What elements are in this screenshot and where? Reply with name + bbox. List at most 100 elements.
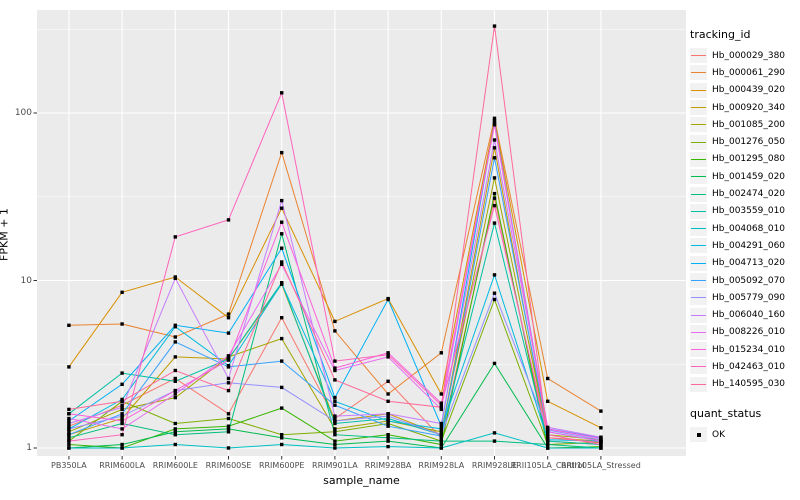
x-axis-title: sample_name [323,474,400,487]
legend-entry-ok: OK [690,426,798,443]
data-point [439,446,443,450]
data-point [226,218,231,222]
data-point [546,433,550,437]
data-point [386,297,390,302]
data-point [333,366,337,370]
data-point [386,424,390,428]
data-point [67,430,71,434]
data-point [120,322,124,326]
data-point [67,365,71,369]
data-point [280,442,284,447]
x-tick-label-PB350LA: PB350LA [51,461,87,470]
data-point [386,414,390,418]
data-point [67,433,71,437]
data-point [280,150,284,155]
data-point [333,419,337,423]
y-axis-title: FPKM + 1 [0,208,11,261]
data-point [280,206,284,210]
data-point [439,427,443,431]
data-point [333,439,337,443]
data-point [386,399,390,403]
legend-entry-Hb_003559_010: Hb_003559_010 [690,203,798,220]
legend-entry-label: Hb_006040_160 [712,310,786,321]
data-point [280,359,284,363]
legend-entry-Hb_004713_020: Hb_004713_020 [690,255,798,272]
data-point [67,436,71,440]
data-point [439,442,443,447]
data-point [333,403,337,407]
data-point [386,379,390,383]
data-point [492,291,497,295]
legend-entry-Hb_001295_080: Hb_001295_080 [690,151,798,168]
panel-background [37,10,686,456]
data-point [492,156,497,160]
legend-entry-Hb_001459_020: Hb_001459_020 [690,168,798,185]
x-tick-label-RRIM901LA: RRIM901LA [312,461,358,470]
data-point [386,416,390,421]
data-point [333,433,337,437]
legend-entry-label: Hb_005779_090 [712,292,786,303]
data-point [439,424,443,428]
legend-entry-label: Hb_001085_200 [712,119,786,130]
legend-line-icon [691,331,706,333]
data-point [226,427,231,431]
data-point [173,335,177,339]
data-point [67,323,71,327]
data-point [386,419,390,423]
data-point [67,427,71,431]
data-point [386,433,390,437]
data-point [120,399,124,403]
data-point [120,290,124,294]
data-point [280,198,284,203]
data-point [280,232,284,236]
legend-entry-Hb_000029_380: Hb_000029_380 [690,47,798,64]
legend-entry-label: Hb_140595_030 [712,379,786,390]
data-point [120,446,124,450]
data-point [120,416,124,421]
data-point [492,138,497,142]
data-point [492,203,497,208]
legend-entry-label: Hb_042463_010 [712,361,786,372]
legend-line-icon [691,124,706,126]
data-point [492,361,497,366]
data-point [226,381,231,385]
data-point [333,395,337,400]
data-point [173,395,177,400]
data-point [386,444,390,449]
data-point [492,191,497,196]
legend-line-icon [691,210,706,212]
legend-line-icon [691,383,706,385]
data-point [492,116,497,120]
data-point [386,439,390,443]
legend-key-box [690,376,707,392]
data-point [173,388,177,393]
data-point [546,399,550,403]
legend-entry-Hb_000439_020: Hb_000439_020 [690,82,798,99]
data-point [226,331,231,335]
data-point [280,246,284,250]
data-point [386,351,390,355]
legend-entry-label: Hb_000029_380 [712,50,786,61]
data-point [599,426,603,430]
x-tick-label-RRIM600LE: RRIM600LE [152,461,198,470]
legend-entry-label: Hb_001459_020 [712,171,786,182]
data-point [546,427,550,431]
data-point [280,262,284,266]
legend-entry-Hb_005779_090: Hb_005779_090 [690,289,798,306]
data-point [492,176,497,180]
legend-key-box [690,221,707,237]
data-point [333,368,337,373]
data-point [546,438,550,442]
legend-title-quant-status: quant_status [690,406,762,420]
data-point [333,378,337,382]
legend: tracking_id Hb_000029_380 Hb_000061_290 Hb… [690,28,798,443]
legend-key-box [690,117,707,133]
y-tick-label-1: 1 [26,443,32,453]
legend-entry-label: Hb_000439_020 [712,85,786,96]
data-point [226,416,231,421]
data-point [599,436,603,441]
data-point [546,442,550,447]
legend-entry-Hb_140595_030: Hb_140595_030 [690,376,798,393]
data-point [120,433,124,437]
